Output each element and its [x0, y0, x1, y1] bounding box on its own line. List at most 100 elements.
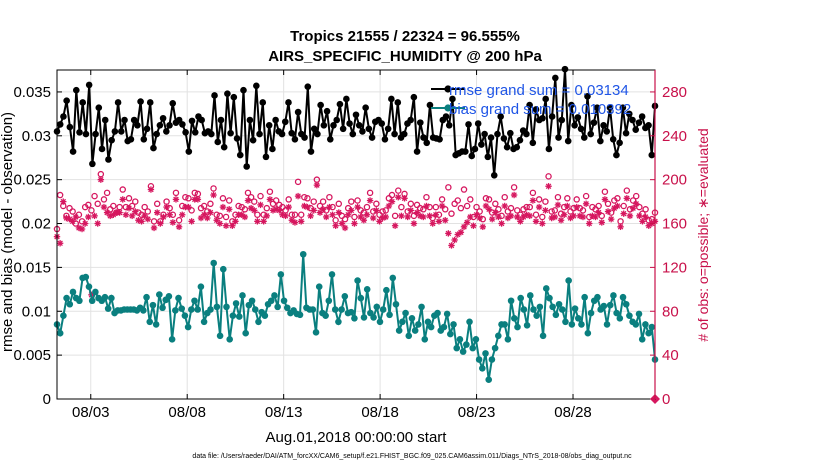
bias-data-point [447, 330, 454, 338]
evaluated-obs-marker [410, 220, 418, 227]
evaluated-obs-marker-stroke [561, 212, 567, 218]
evaluated-obs-marker-stroke [307, 213, 314, 219]
bias-data-point [351, 314, 358, 322]
evaluated-obs-marker [266, 196, 274, 203]
evaluated-obs-marker-stroke [185, 204, 192, 210]
evaluated-obs-marker-stroke [542, 207, 549, 214]
evaluated-obs-marker-stroke [361, 217, 367, 224]
possible-obs-marker [636, 203, 643, 211]
bias-data-point [325, 297, 333, 305]
evaluated-obs-marker-stroke [57, 240, 63, 247]
bias-data-point [159, 304, 166, 312]
possible-obs-marker [69, 208, 76, 215]
evaluated-obs-marker [175, 223, 183, 231]
bias-data-point [606, 301, 614, 309]
evaluated-obs-marker-stroke [179, 212, 185, 218]
bias-data-point [610, 292, 617, 299]
evaluated-obs-marker [241, 213, 249, 221]
rmse-data-point [442, 113, 450, 120]
possible-obs-marker [94, 200, 101, 208]
evaluated-obs-marker-stroke [238, 212, 245, 218]
rmse-data-point [230, 93, 238, 101]
evaluated-obs-marker [229, 222, 236, 229]
rmse-data-point [63, 97, 70, 105]
possible-obs-marker [291, 211, 299, 219]
rmse-data-point [89, 160, 96, 168]
evaluated-obs-marker-stroke [599, 219, 605, 226]
bias-data-point [392, 300, 400, 308]
evaluated-obs-marker [373, 207, 380, 214]
chart-subtitle: AIRS_SPECIFIC_HUMIDITY @ 200 hPa [268, 48, 542, 65]
bias-data-point [149, 301, 157, 309]
evaluated-obs-marker [467, 213, 474, 221]
evaluated-obs-marker [633, 200, 640, 207]
evaluated-obs-marker-stroke [533, 218, 539, 225]
rmse-data-point [79, 99, 87, 106]
possible-obs-marker [200, 202, 208, 210]
evaluated-obs-marker-stroke [611, 205, 618, 211]
evaluated-obs-marker-stroke [295, 193, 301, 199]
rmse-data-point [384, 125, 392, 133]
bias-data-point [411, 327, 419, 334]
possible-obs-marker [501, 193, 508, 201]
rmse-data-point [278, 130, 286, 138]
evaluated-obs-marker-stroke [135, 217, 142, 224]
evaluated-obs-marker-stroke [564, 203, 571, 209]
rmse-data-point [645, 121, 652, 129]
rmse-data-point [632, 126, 640, 133]
evaluated-obs-marker-stroke [511, 192, 517, 198]
evaluated-obs-marker-stroke [627, 213, 633, 219]
bias-data-point [386, 311, 393, 319]
evaluated-obs-marker-stroke [76, 225, 82, 231]
possible-obs-marker [91, 192, 98, 200]
rmse-data-point [198, 116, 205, 124]
rmse-data-point [246, 116, 254, 124]
evaluated-obs-marker-stroke [110, 212, 117, 218]
evaluated-obs-marker-stroke [583, 201, 589, 207]
possible-obs-marker [341, 215, 349, 223]
possible-obs-marker [304, 195, 311, 202]
bias-data-point [152, 321, 160, 328]
rmse-data-point [262, 153, 270, 161]
evaluated-obs-marker [81, 220, 89, 227]
bias-data-point [172, 307, 179, 314]
evaluated-obs-marker [404, 213, 411, 221]
evaluated-obs-marker-stroke [645, 222, 652, 229]
rmse-data-point [532, 106, 540, 113]
rmse-data-point [481, 130, 488, 138]
rmse-data-point [326, 136, 334, 143]
evaluated-obs-marker [501, 202, 508, 210]
possible-obs-marker [153, 200, 161, 208]
evaluated-obs-marker-stroke [364, 212, 370, 218]
possible-obs-marker [263, 204, 271, 212]
evaluated-obs-marker-stroke [126, 205, 132, 211]
rmse-data-point [281, 118, 289, 126]
rmse-data-point [513, 143, 521, 151]
bias-data-point [200, 318, 208, 326]
evaluated-obs-marker-stroke [251, 207, 258, 214]
evaluated-obs-marker [60, 198, 67, 205]
evaluated-obs-marker [504, 214, 512, 222]
possible-obs-marker [448, 210, 455, 217]
evaluated-obs-marker [97, 176, 105, 183]
evaluated-obs-marker [476, 214, 483, 222]
rmse-data-point [497, 113, 504, 120]
rmse-data-point [301, 134, 308, 141]
rmse-data-point [240, 86, 247, 94]
bias-data-point [635, 310, 643, 318]
evaluated-obs-marker-stroke [386, 203, 392, 209]
bias-data-point [197, 283, 205, 291]
possible-obs-marker [191, 189, 199, 197]
evaluated-obs-marker-stroke [514, 214, 521, 220]
rmse-data-point [294, 108, 302, 116]
evaluated-obs-marker [535, 203, 543, 211]
possible-obs-marker [56, 191, 64, 199]
rmse-data-point [314, 130, 321, 138]
bias-data-point [85, 283, 93, 291]
rmse-data-point [609, 136, 617, 143]
bias-data-point [418, 303, 425, 311]
evaluated-obs-marker-stroke [577, 213, 583, 219]
evaluated-obs-marker-stroke [595, 209, 602, 216]
possible-obs-marker [420, 206, 427, 213]
